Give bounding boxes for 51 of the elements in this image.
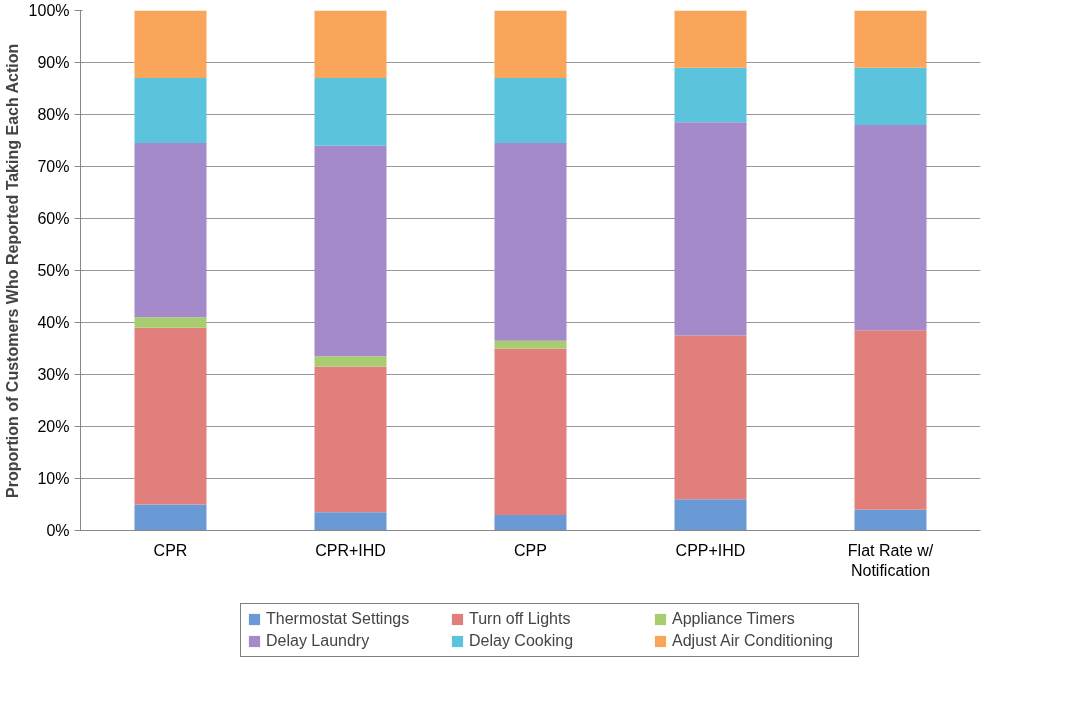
y-tick-label: 30%	[37, 366, 70, 383]
legend-label: Delay Laundry	[266, 632, 371, 650]
x-tick-label: CPR	[153, 541, 188, 559]
x-tick-label: CPP+IHD	[675, 541, 746, 559]
bar	[494, 143, 567, 341]
x-tick-label: CPR+IHD	[315, 541, 386, 559]
bar	[134, 327, 207, 505]
bar	[134, 317, 207, 328]
bar	[674, 499, 747, 531]
bar	[314, 366, 387, 513]
bar	[494, 10, 567, 79]
y-tick-label: 0%	[46, 522, 70, 539]
bar	[854, 509, 927, 531]
x-tick-label: CPP	[514, 541, 547, 559]
legend-label: Adjust Air Conditioning	[672, 632, 834, 650]
bar	[494, 340, 567, 349]
bar	[494, 348, 567, 515]
y-tick-label: 40%	[37, 314, 70, 331]
bar	[314, 78, 387, 146]
bar	[854, 10, 927, 68]
bar	[854, 124, 927, 331]
legend-label: Delay Cooking	[469, 632, 575, 650]
bar	[314, 10, 387, 79]
legend-label: Appliance Timers	[672, 610, 796, 628]
bar	[314, 356, 387, 367]
y-tick-label: 70%	[37, 158, 70, 175]
y-tick-label: 100%	[28, 2, 70, 19]
y-tick-label: 10%	[37, 470, 70, 487]
bar	[854, 67, 927, 125]
x-tick-label: Flat Rate w/ Notification	[847, 541, 934, 579]
bar	[134, 504, 207, 531]
bar	[134, 10, 207, 79]
bar	[674, 67, 747, 123]
y-tick-label: 80%	[37, 106, 70, 123]
bar	[134, 143, 207, 318]
y-axis-title: Proportion of Customers Who Reported Taking Each Action	[3, 43, 21, 498]
y-tick-label: 20%	[37, 418, 70, 435]
bar	[854, 330, 927, 510]
bar	[674, 335, 747, 500]
y-tick-label: 90%	[37, 54, 70, 71]
bar	[134, 78, 207, 144]
bar	[494, 78, 567, 144]
y-tick-label: 50%	[37, 262, 70, 279]
bar	[314, 145, 387, 357]
bar	[674, 122, 747, 336]
bar	[674, 10, 747, 68]
bar	[494, 514, 567, 531]
bar	[314, 512, 387, 531]
y-tick-label: 60%	[37, 210, 70, 227]
legend-label: Turn off Lights	[469, 610, 572, 628]
legend-label: Thermostat Settings	[266, 610, 411, 628]
